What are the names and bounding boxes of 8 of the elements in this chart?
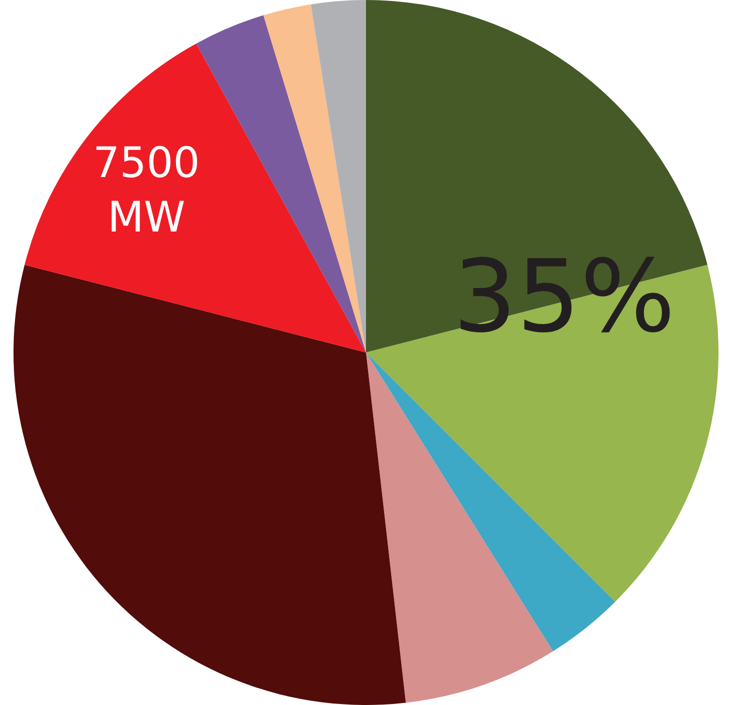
pie-slice <box>196 15 366 352</box>
pie-slice <box>366 352 616 652</box>
text: 7500 MW <box>93 138 200 242</box>
pie-slice <box>366 352 554 703</box>
pie-slice <box>263 4 366 352</box>
pie-slice <box>14 264 406 705</box>
pie-slice <box>310 0 366 352</box>
pie-slice <box>24 44 366 352</box>
